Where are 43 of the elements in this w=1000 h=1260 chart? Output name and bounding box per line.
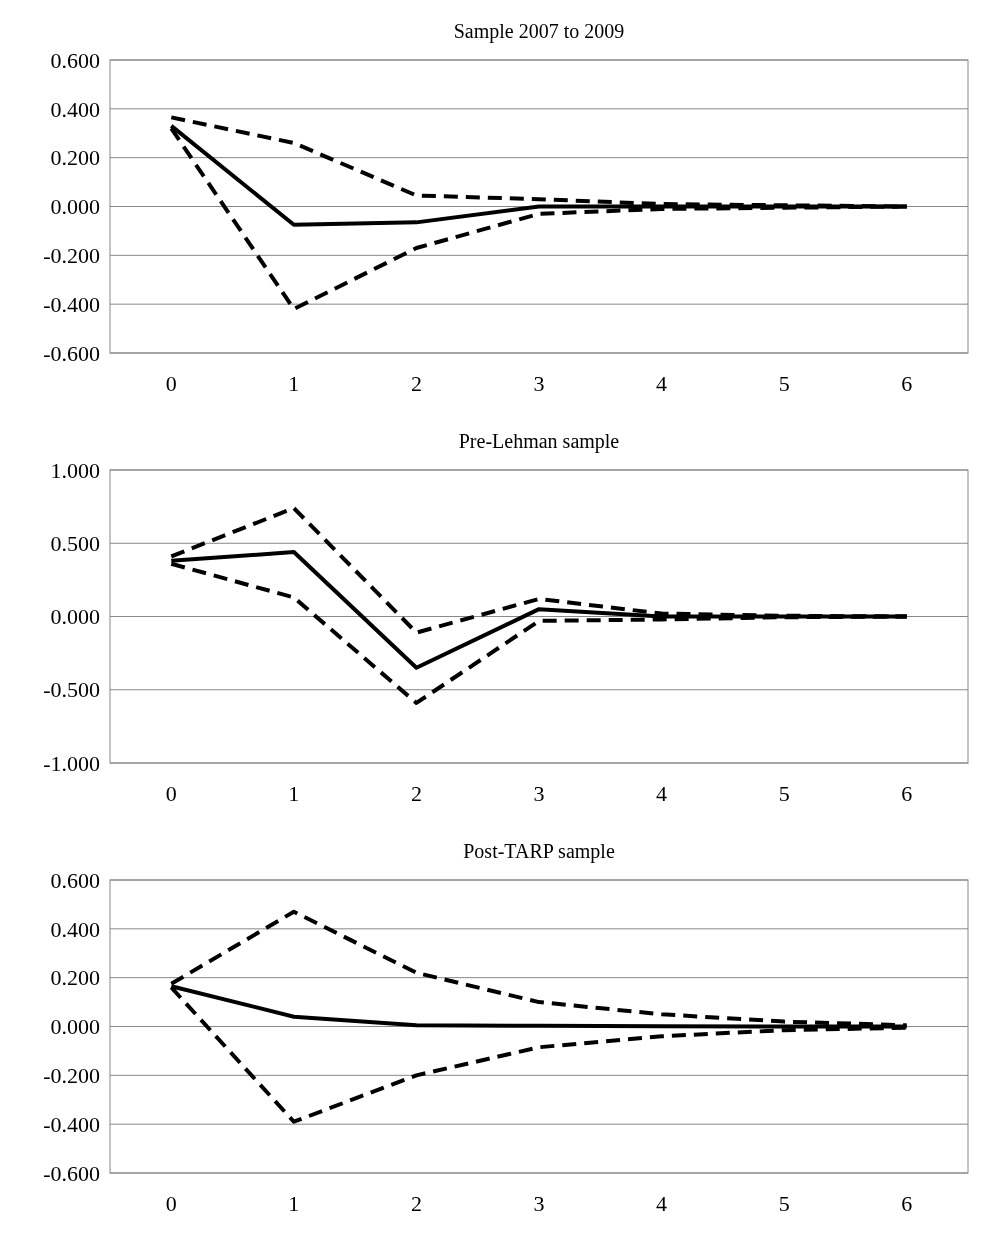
y-tick-label: 0.200 bbox=[50, 145, 100, 171]
x-tick-label: 1 bbox=[288, 371, 300, 396]
x-tick-label: 4 bbox=[656, 1191, 668, 1216]
y-tick-label: -0.200 bbox=[43, 243, 100, 269]
y-tick-label: 0.200 bbox=[50, 965, 100, 991]
x-tick-label: 2 bbox=[410, 781, 422, 806]
y-tick-label: 1.000 bbox=[50, 457, 100, 483]
y-tick-label: 0.500 bbox=[50, 530, 100, 556]
x-tick-label: 3 bbox=[533, 1191, 545, 1216]
x-tick-label: 1 bbox=[288, 1191, 300, 1216]
chart-title: Sample 2007 to 2009 bbox=[453, 20, 625, 43]
x-tick-label: 0 bbox=[165, 371, 177, 396]
x-tick-label: 5 bbox=[778, 1191, 790, 1216]
x-tick-label: 4 bbox=[656, 781, 668, 806]
x-tick-label: 4 bbox=[656, 371, 668, 396]
y-tick-label: 0.400 bbox=[50, 916, 100, 942]
y-tick-label: -0.200 bbox=[43, 1063, 100, 1089]
x-tick-label: 3 bbox=[533, 781, 545, 806]
y-tick-label: -0.400 bbox=[43, 1111, 100, 1137]
chart-title: Post-TARP sample bbox=[463, 840, 615, 863]
y-tick-label: -0.600 bbox=[43, 1160, 100, 1186]
x-tick-label: 6 bbox=[901, 781, 913, 806]
y-tick-label: -0.400 bbox=[43, 291, 100, 317]
y-tick-label: -1.000 bbox=[43, 750, 100, 776]
x-tick-label: 3 bbox=[533, 371, 545, 396]
y-tick-label: 0.000 bbox=[50, 194, 100, 220]
y-tick-label: 0.600 bbox=[50, 867, 100, 893]
x-tick-label: 0 bbox=[165, 1191, 177, 1216]
y-tick-label: -0.500 bbox=[43, 677, 100, 703]
x-tick-label: 5 bbox=[778, 781, 790, 806]
x-tick-label: 2 bbox=[410, 371, 422, 396]
y-tick-label: 0.000 bbox=[50, 604, 100, 630]
x-tick-label: 1 bbox=[288, 781, 300, 806]
x-tick-label: 0 bbox=[165, 781, 177, 806]
y-tick-label: 0.600 bbox=[50, 47, 100, 73]
chart-title: Pre-Lehman sample bbox=[458, 430, 620, 453]
x-tick-label: 6 bbox=[901, 1191, 913, 1216]
y-tick-label: -0.600 bbox=[43, 340, 100, 366]
y-tick-label: 0.000 bbox=[50, 1014, 100, 1040]
y-tick-label: 0.400 bbox=[50, 96, 100, 122]
x-tick-label: 5 bbox=[778, 371, 790, 396]
x-tick-label: 6 bbox=[901, 371, 913, 396]
x-tick-label: 2 bbox=[410, 1191, 422, 1216]
